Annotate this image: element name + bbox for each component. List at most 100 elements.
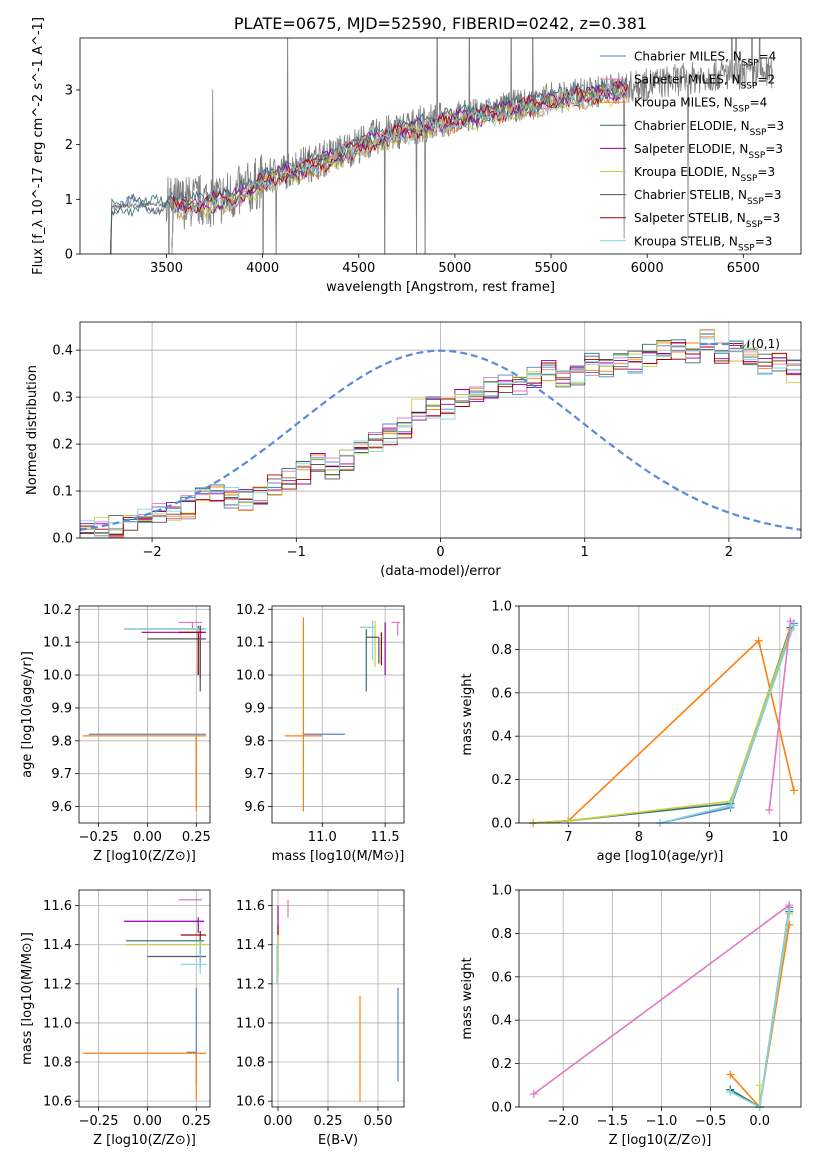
errorbar-point bbox=[366, 636, 380, 664]
x-tick-label: −1.5 bbox=[597, 1114, 629, 1129]
legend-count: =3 bbox=[755, 234, 773, 248]
legend-count: =4 bbox=[750, 96, 768, 110]
legend-label: Kroupa STELIB, NSSP=3 bbox=[634, 234, 772, 253]
axes-weight_vs_age: 7 8 9 10 0.0 0.2 0.4 0.6 0.8 1.0 age [log10(age/yr… bbox=[460, 600, 802, 864]
legend-label: Salpeter STELIB, NSSP=3 bbox=[634, 211, 780, 230]
mass-weight-line bbox=[659, 623, 795, 824]
y-tick-label: 11.2 bbox=[43, 977, 72, 992]
spectrum-lines bbox=[108, 38, 773, 254]
histogram-step bbox=[80, 336, 801, 538]
legend-subscript: SSP bbox=[742, 59, 759, 69]
mass-weight-line bbox=[533, 627, 792, 824]
errorbar-point bbox=[125, 625, 207, 662]
legend-subscript: SSP bbox=[741, 174, 758, 184]
plot-area-residuals: 𝒩(0,1) bbox=[80, 328, 801, 538]
axes-frame bbox=[79, 321, 802, 539]
histogram-step bbox=[80, 333, 801, 534]
y-tick-label: 0.4 bbox=[491, 730, 512, 745]
errorbar-point bbox=[362, 620, 374, 661]
x-tick-label: 8 bbox=[635, 830, 643, 845]
model-spectrum-line bbox=[170, 83, 628, 254]
legend-label: Salpeter ELODIE, NSSP=3 bbox=[634, 142, 783, 161]
y-tick-label: 11.0 bbox=[236, 1016, 265, 1031]
legend-label: 𝒩(0,1) bbox=[740, 337, 780, 351]
y-tick-label: 0 bbox=[65, 248, 73, 263]
x-tick-label: 0.25 bbox=[182, 830, 211, 845]
legend-count: =3 bbox=[757, 165, 775, 179]
x-tick-label: −2 bbox=[143, 545, 162, 560]
errorbar-point bbox=[147, 638, 207, 692]
x-axis-label: Z [log10(Z/Z⊙)] bbox=[609, 1133, 712, 1148]
mass-weight-marker bbox=[726, 801, 735, 810]
x-axis-label: mass [log10(M/M⊙)] bbox=[272, 849, 405, 864]
y-axis-label: mass weight bbox=[460, 957, 475, 1039]
errorbar-point bbox=[123, 625, 205, 676]
x-tick-label: 0.25 bbox=[182, 1114, 211, 1129]
x-axis-label: Z [log10(Z/Z⊙)] bbox=[93, 849, 196, 864]
x-tick-label: 0.25 bbox=[314, 1114, 343, 1129]
y-tick-label: 10.1 bbox=[43, 636, 72, 651]
x-tick-label: 2 bbox=[725, 545, 733, 560]
errorbar-point bbox=[123, 917, 205, 934]
x-tick-label: −0.25 bbox=[79, 830, 119, 845]
legend-count: =3 bbox=[763, 211, 781, 225]
legend-count: =4 bbox=[759, 50, 777, 64]
x-axis-label: (data-model)/error bbox=[380, 564, 501, 579]
axes-weight_vs_Z: −2.0 −1.5 −1.0 −0.5 0.0 0.0 0.2 0.4 0.6 0.8 1.0 Z [… bbox=[460, 884, 802, 1148]
legend-label: Chabrier MILES, NSSP=4 bbox=[634, 50, 776, 69]
observed-spectrum-line bbox=[108, 38, 773, 254]
x-tick-label: 6500 bbox=[727, 261, 760, 276]
y-tick-label: 3 bbox=[65, 83, 73, 98]
y-tick-label: 0.0 bbox=[52, 532, 73, 547]
x-tick-label: 0.00 bbox=[264, 1114, 293, 1129]
y-tick-label: 1.0 bbox=[491, 884, 512, 899]
model-spectrum-line bbox=[170, 87, 628, 254]
mass-weight-marker bbox=[765, 805, 774, 814]
legend-count: =3 bbox=[765, 142, 783, 156]
legend-label: Chabrier STELIB, NSSP=3 bbox=[634, 188, 782, 207]
x-tick-label: 3500 bbox=[150, 261, 183, 276]
mass-weight-marker bbox=[789, 786, 798, 795]
y-tick-label: 10.6 bbox=[43, 1095, 72, 1110]
y-tick-label: 10.8 bbox=[43, 1056, 72, 1071]
axes-mass_vs_ebv: 0.00 0.25 0.50 10.6 10.8 11.0 11.2 11.4 11.6 E(B-… bbox=[236, 889, 405, 1148]
plot-area-age_vs_Z bbox=[82, 621, 207, 812]
x-tick-label: 9 bbox=[705, 830, 713, 845]
mass-weight-marker bbox=[529, 1089, 538, 1098]
x-tick-label: 7 bbox=[564, 830, 572, 845]
y-tick-label: 9.9 bbox=[51, 701, 72, 716]
y-tick-label: 10.0 bbox=[236, 669, 265, 684]
x-tick-label: −1 bbox=[287, 545, 306, 560]
errorbar-point bbox=[82, 735, 207, 812]
legend-label: Kroupa MILES, NSSP=4 bbox=[634, 96, 767, 115]
x-tick-label: −0.25 bbox=[79, 1114, 119, 1129]
x-tick-label: 11.5 bbox=[371, 830, 400, 845]
x-axis-label: E(B-V) bbox=[318, 1133, 358, 1148]
legend-label: Kroupa ELODIE, NSSP=3 bbox=[634, 165, 775, 184]
mass-weight-marker bbox=[754, 636, 763, 645]
axes-frame bbox=[271, 605, 405, 824]
model-spectrum-line bbox=[108, 79, 628, 254]
y-tick-label: 0.1 bbox=[52, 485, 73, 500]
errorbar-point bbox=[391, 621, 401, 636]
y-tick-label: 0.2 bbox=[52, 438, 73, 453]
legend-label: Chabrier ELODIE, NSSP=3 bbox=[634, 119, 784, 138]
y-tick-label: 9.7 bbox=[244, 767, 265, 782]
legend-subscript: SSP bbox=[747, 197, 764, 207]
histogram-step bbox=[80, 346, 801, 535]
y-tick-label: 0.4 bbox=[491, 1014, 512, 1029]
legend-subscript: SSP bbox=[750, 128, 767, 138]
y-tick-label: 0.8 bbox=[491, 927, 512, 942]
x-tick-label: 11.0 bbox=[308, 830, 337, 845]
histogram-step bbox=[80, 329, 801, 537]
mass-weight-marker bbox=[785, 901, 794, 910]
mass-weight-marker bbox=[726, 1070, 735, 1079]
x-tick-label: 0.0 bbox=[749, 1114, 770, 1129]
legend-subscript: SSP bbox=[748, 151, 765, 161]
y-tick-label: 0.6 bbox=[491, 970, 512, 985]
legend-count: =3 bbox=[766, 119, 784, 133]
y-tick-label: 9.8 bbox=[244, 734, 265, 749]
histograms bbox=[80, 328, 801, 538]
